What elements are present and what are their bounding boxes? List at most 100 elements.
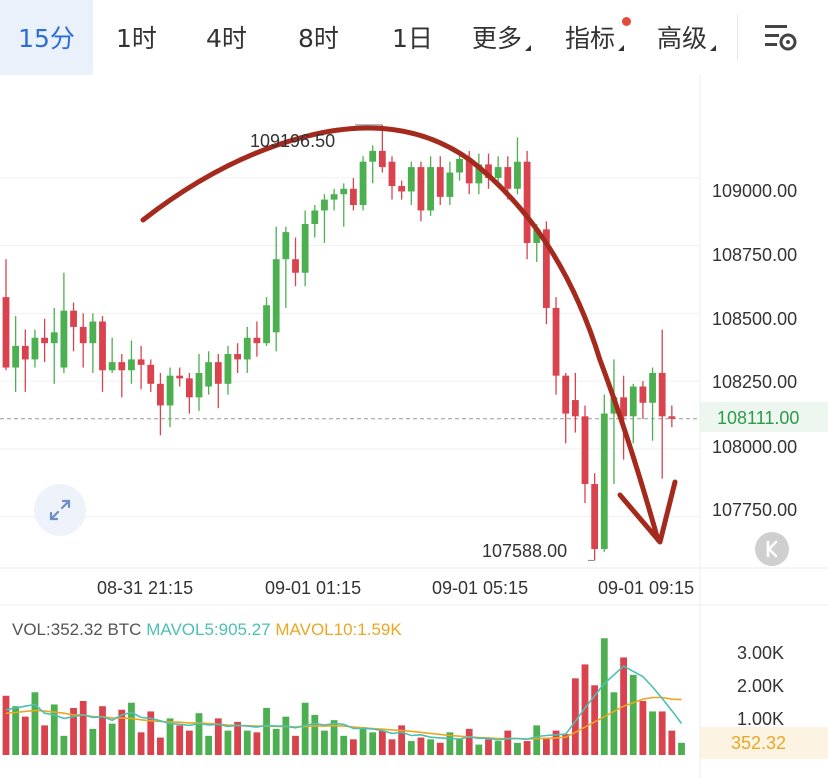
candle-body xyxy=(552,307,560,376)
candle-body xyxy=(600,413,608,550)
candle-body xyxy=(41,337,48,344)
candle-body xyxy=(89,321,97,344)
tab-label: 高级 xyxy=(657,24,708,53)
candle-body xyxy=(398,186,406,192)
candle-body xyxy=(214,362,222,384)
fullscreen-button[interactable] xyxy=(34,484,86,536)
mavol10-line xyxy=(5,696,682,740)
tab-label: 4时 xyxy=(206,24,247,53)
volume-bar xyxy=(205,735,213,755)
candle-body xyxy=(581,416,589,485)
interval-toolbar: 15分 1时 4时 8时 1日 更多 指标 高级 xyxy=(0,0,828,75)
volume-bar xyxy=(243,730,251,755)
volume-bar xyxy=(185,730,193,755)
mavol5-legend-label: MAVOL5:905.27 xyxy=(146,620,271,639)
candle-body xyxy=(118,362,126,371)
volume-bar xyxy=(60,735,68,755)
expand-icon xyxy=(49,499,71,521)
last-volume-tag xyxy=(700,727,828,759)
tab-4h[interactable]: 4时 xyxy=(206,0,247,75)
volume-bar xyxy=(311,714,319,755)
volume-bar xyxy=(436,742,444,755)
candle-body xyxy=(70,310,77,327)
candle-body xyxy=(147,364,155,384)
time-tick: 09-01 05:15 xyxy=(432,578,529,598)
last-price-tag xyxy=(700,402,828,432)
volume-bar xyxy=(649,711,656,755)
scroll-to-latest-button[interactable] xyxy=(755,532,789,566)
tab-advanced[interactable]: 高级 xyxy=(657,0,717,75)
candle-body xyxy=(543,229,550,308)
candle-body xyxy=(166,375,174,406)
volume-bar xyxy=(2,695,10,755)
candle-body xyxy=(436,167,444,197)
volume-bar xyxy=(128,702,135,755)
volume-legend: VOL:352.32 BTC MAVOL5:905.27 MAVOL10:1.5… xyxy=(12,620,402,640)
volume-bar xyxy=(581,664,589,755)
volume-bar xyxy=(118,709,126,755)
candle-body xyxy=(649,372,656,403)
candle-body xyxy=(514,161,521,189)
volume-bar xyxy=(427,739,434,755)
candle-body xyxy=(494,167,502,178)
dropdown-triangle-icon xyxy=(525,45,532,51)
tab-label: 1时 xyxy=(116,24,157,53)
candle-body xyxy=(465,158,473,184)
high-price-label: 109196.50 xyxy=(250,131,336,151)
price-tick: 108750.00 xyxy=(712,245,798,265)
candle-body xyxy=(350,188,357,206)
volume-bar xyxy=(234,721,241,755)
tab-8h[interactable]: 8时 xyxy=(298,0,339,75)
candle-body xyxy=(137,359,145,365)
tab-label: 15分 xyxy=(18,24,75,53)
volume-bar xyxy=(678,742,685,755)
volume-bar xyxy=(89,728,97,755)
tab-label: 指标 xyxy=(565,24,616,53)
tab-more[interactable]: 更多 xyxy=(472,0,532,75)
candle-body xyxy=(591,484,599,550)
volume-bar xyxy=(446,732,454,755)
price-tick: 108250.00 xyxy=(712,372,798,392)
volume-bar xyxy=(571,678,579,755)
last-price-label: 108111.00 xyxy=(717,408,800,428)
notification-dot xyxy=(622,17,631,26)
candle-body xyxy=(12,345,20,368)
volume-bar xyxy=(658,711,666,755)
candle-body xyxy=(620,397,627,417)
tab-1d[interactable]: 1日 xyxy=(392,0,433,75)
chart-settings-icon[interactable] xyxy=(762,22,802,54)
volume-bar xyxy=(475,744,483,755)
candle-body xyxy=(253,337,261,344)
candle-body xyxy=(108,362,116,371)
volume-bar xyxy=(562,734,570,755)
price-tick: 109000.00 xyxy=(712,181,798,201)
candle-body xyxy=(340,188,348,195)
volume-bar xyxy=(523,741,531,755)
vol-legend-label: VOL:352.32 BTC xyxy=(12,620,142,639)
candle-body xyxy=(330,194,338,200)
volume-bar xyxy=(12,706,20,755)
volume-bar xyxy=(417,737,425,755)
price-tick: 108500.00 xyxy=(712,309,798,329)
candle-body xyxy=(407,167,415,192)
candle-body xyxy=(378,150,386,168)
volume-tick: 2.00K xyxy=(737,676,785,696)
candle-body xyxy=(562,375,570,414)
candle-body xyxy=(446,172,454,197)
tab-15min[interactable]: 15分 xyxy=(0,0,93,75)
dropdown-triangle-icon xyxy=(618,45,625,51)
volume-tick: 1.00K xyxy=(737,709,785,729)
candle-body xyxy=(2,297,10,368)
tab-indicators[interactable]: 指标 xyxy=(565,0,625,75)
candle-body xyxy=(523,161,531,243)
volume-bar xyxy=(224,730,232,755)
mavol5-line xyxy=(5,665,683,741)
volume-bar xyxy=(321,730,328,755)
candle-body xyxy=(79,326,87,344)
candle-body xyxy=(272,259,280,333)
volume-bar xyxy=(99,706,106,755)
volume-bar xyxy=(70,707,77,755)
volume-bar xyxy=(214,718,222,755)
tab-1h[interactable]: 1时 xyxy=(116,0,157,75)
